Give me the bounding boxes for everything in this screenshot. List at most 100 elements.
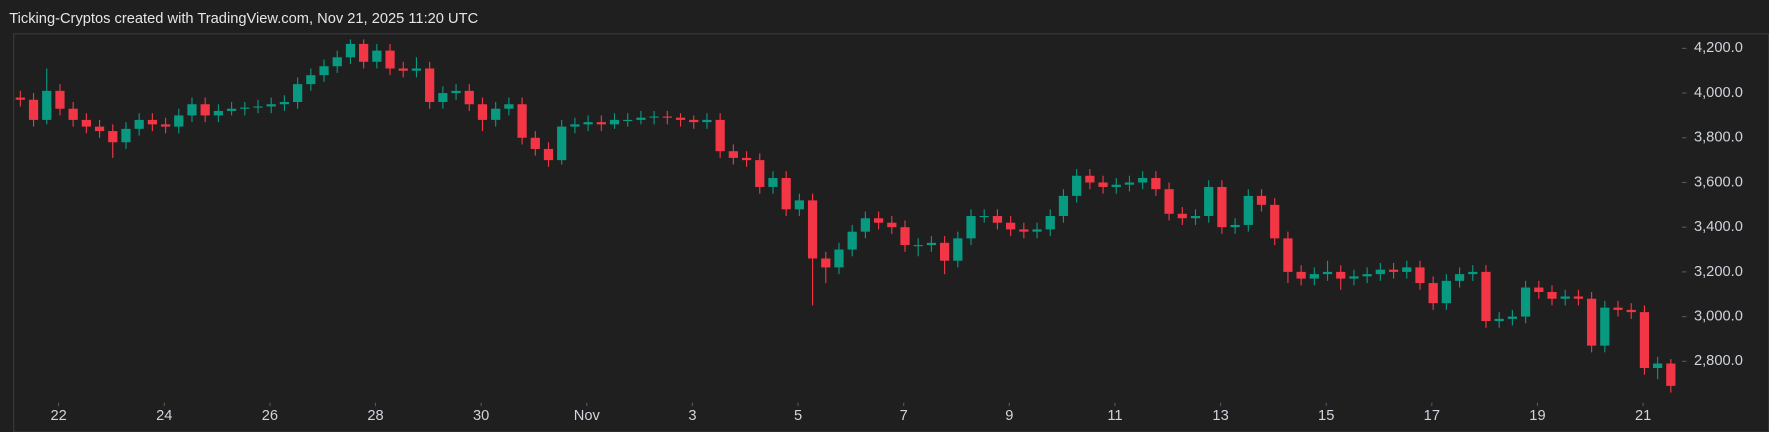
candle-body [1375,269,1385,275]
candle-body [530,137,540,149]
candle-body [1177,213,1187,219]
candle-body [517,104,527,138]
candle-body [1388,269,1399,272]
candle-body [147,119,157,125]
candle-body [1468,271,1478,275]
candle-body [768,178,778,187]
candle-body [253,106,263,108]
candle-body [332,57,342,67]
candle-body [1124,182,1135,185]
candle-body [1111,184,1121,187]
candle-body [200,104,210,116]
x-tick-label: 11 [1107,408,1122,424]
candle-body [504,104,514,109]
x-tick-label: 9 [1005,408,1013,424]
candle-body [266,104,276,107]
candle-body [649,116,659,118]
y-tick-label: 4,200.0 [1694,40,1743,56]
candle-body [121,128,131,143]
candle-body [873,218,884,223]
candle-body [821,258,831,268]
candle-body [1666,363,1676,386]
candle-body [992,216,1003,223]
candle-body [1138,178,1148,183]
candle-body [15,97,25,100]
candle-body [1296,271,1306,279]
y-tick-label: 3,600.0 [1694,174,1743,190]
candle-body [1032,229,1042,232]
candle-body [1653,363,1663,369]
candle-body [174,115,184,127]
candle-body [81,119,91,127]
candle-body [240,107,250,109]
candle-body [557,126,567,161]
candle-body [1098,182,1108,187]
y-tick-label: 3,000.0 [1694,308,1743,324]
candle-body [398,68,408,71]
candle-body [689,119,699,123]
candle-body [345,43,356,58]
candle-body [1362,274,1372,277]
candle-body [728,151,738,158]
candle-body [1283,238,1293,272]
candle-body [807,200,818,259]
candle-body [1256,195,1267,205]
x-tick-label: 19 [1529,408,1545,424]
candle-body [1336,271,1346,279]
candle-body [372,50,382,62]
candle-body [1270,204,1280,239]
candle-body [755,160,765,187]
y-tick-label: 2,800.0 [1694,353,1743,369]
candle-body [887,222,897,228]
candle-body [438,93,448,103]
x-tick-label: 15 [1318,408,1334,424]
candle-body [953,238,963,261]
candle-body [900,227,910,246]
candle-body [160,124,171,127]
candle-body [609,119,620,125]
candle-body [1309,274,1319,279]
candle-body [464,90,474,105]
candle-body [55,90,65,109]
candle-body [1072,175,1082,196]
candle-body [1547,292,1557,299]
x-tick-label: 22 [50,408,66,424]
candle-body [979,216,989,218]
candle-body [1006,222,1016,230]
candle-body [860,218,871,232]
x-tick-label: 21 [1635,408,1651,424]
x-tick-label: 3 [688,408,696,424]
candle-body [834,249,844,268]
y-tick-label: 4,000.0 [1694,85,1743,101]
x-tick-label: 24 [156,408,172,424]
candle-body [213,110,224,116]
candle-body [359,43,369,62]
candle-body [675,117,686,120]
candle-body [28,99,39,120]
candle-body [636,117,646,120]
candle-body [715,119,725,152]
candle-body [781,178,791,210]
candle-body [108,131,118,143]
candle-body [1573,296,1584,299]
candle-body [1454,274,1465,281]
candle-body [966,216,976,239]
candle-body [451,90,461,94]
candle-body [1494,318,1504,322]
candle-body [319,66,329,76]
x-tick-label: 5 [794,408,802,424]
candle-body [1058,195,1069,217]
candle-body [1243,195,1253,225]
x-tick-label: Nov [574,408,601,424]
candle-body [279,102,290,105]
candle-body [425,68,435,103]
candle-body [1322,271,1333,275]
y-tick-label: 3,400.0 [1694,219,1743,235]
candle-body [741,157,752,161]
candle-body [913,245,923,247]
x-tick-label: 30 [473,408,489,424]
candle-body [187,104,197,116]
